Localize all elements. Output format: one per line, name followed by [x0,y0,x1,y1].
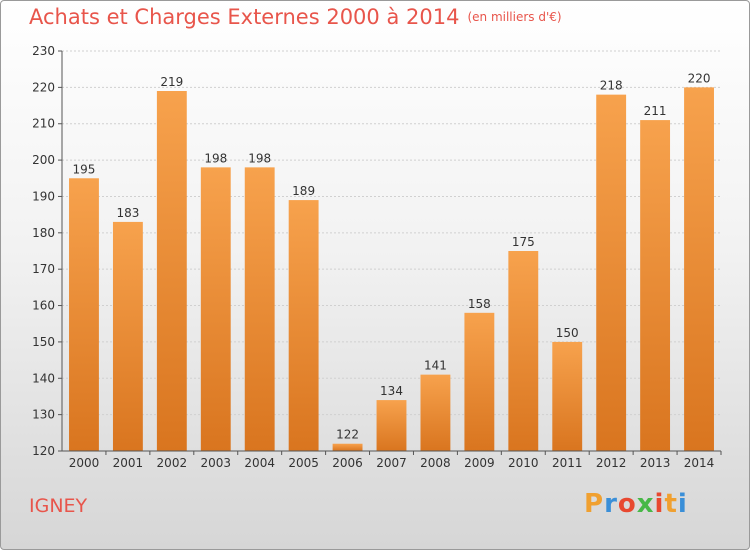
logo-letter: t [664,489,678,519]
y-tick-label: 150 [32,335,55,349]
x-tick-label: 2009 [464,456,495,470]
logo-letter: o [617,489,637,519]
y-tick-label: 220 [32,80,55,94]
data-label: 211 [644,104,667,118]
bar [596,94,627,452]
commune-name: IGNEY [29,495,88,517]
x-tick-label: 2006 [332,456,363,470]
x-tick-label: 2005 [288,456,319,470]
data-label: 198 [204,151,227,165]
x-tick-label: 2004 [244,456,275,470]
x-tick-label: 2008 [420,456,451,470]
logo-letter: i [677,489,688,519]
proxiti-logo[interactable]: Proxiti [584,489,688,519]
y-tick-label: 130 [32,408,55,422]
bar [156,91,187,451]
x-tick-label: 2000 [69,456,100,470]
x-tick-label: 2014 [684,456,715,470]
y-tick-label: 120 [32,444,55,458]
bar [464,312,495,451]
y-tick-label: 200 [32,153,55,167]
x-tick-label: 2002 [157,456,188,470]
bar [684,87,714,451]
data-label: 158 [468,297,491,311]
bar [508,251,539,451]
data-label: 175 [512,235,535,249]
logo-letter: P [584,489,605,519]
logo-letter: x [636,489,655,519]
y-tick-label: 180 [32,226,55,240]
title-unit: (en milliers d'€) [467,10,562,24]
data-label: 183 [116,206,139,220]
data-label: 122 [336,428,359,442]
bar [112,221,143,451]
bars: 195 183 219 198 198 189 122 134 141 158 175 150 218 2… [69,71,714,452]
bar [288,200,319,451]
data-label: 195 [73,162,96,176]
axes: 120 130 140 150 160 170 180 190 200 210 220 230 2000… [32,44,722,470]
x-tick-label: 2007 [376,456,407,470]
y-tick-label: 160 [32,299,55,313]
x-tick-label: 2010 [508,456,539,470]
y-tick-label: 190 [32,189,55,203]
data-label: 141 [424,359,447,373]
bar [552,341,583,451]
logo-letter: i [654,489,665,519]
y-tick-label: 140 [32,371,55,385]
data-label: 198 [248,151,271,165]
data-label: 219 [160,75,183,89]
data-label: 220 [688,71,711,85]
x-tick-label: 2001 [113,456,144,470]
y-tick-label: 170 [32,262,55,276]
bar [200,167,231,451]
x-tick-label: 2003 [200,456,231,470]
chart-title: Achats et Charges Externes 2000 à 2014 (e… [29,5,562,29]
data-label: 150 [556,326,579,340]
title-text: Achats et Charges Externes 2000 à 2014 [29,5,460,29]
bar [640,120,671,451]
x-tick-label: 2013 [640,456,671,470]
bar [69,178,99,452]
bar [420,374,451,451]
y-tick-label: 210 [32,117,55,131]
x-tick-label: 2012 [596,456,627,470]
logo-letter: r [604,489,618,519]
x-tick-label: 2011 [552,456,583,470]
bar [332,443,363,451]
data-label: 134 [380,384,403,398]
data-label: 189 [292,184,315,198]
y-tick-label: 230 [32,44,55,58]
bar [376,400,407,451]
data-label: 218 [600,79,623,93]
bar [244,167,275,451]
